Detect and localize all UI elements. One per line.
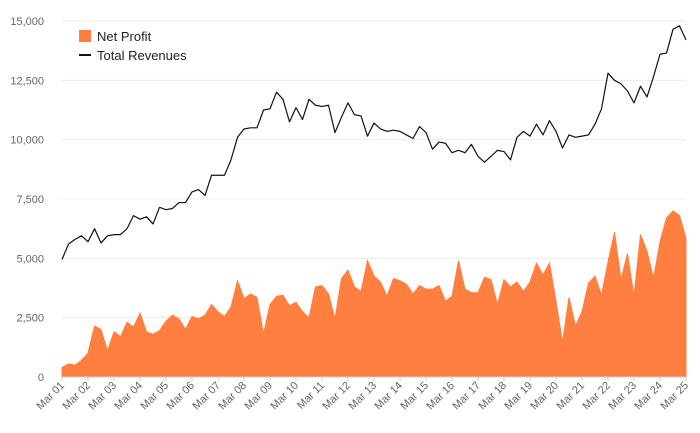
y-tick-label: 15,000: [10, 16, 44, 28]
net-profit-area: [61, 210, 687, 378]
y-tick-label: 12,500: [10, 75, 44, 87]
x-tick-label: Mar 14: [372, 380, 405, 413]
net-profit-swatch: [79, 30, 91, 42]
y-tick-label: 0: [38, 372, 44, 384]
y-tick-label: 7,500: [16, 194, 44, 206]
x-tick-label: Mar 19: [502, 380, 535, 413]
y-tick-label: 5,000: [16, 253, 44, 265]
x-tick-label: Mar 05: [138, 380, 171, 413]
y-tick-label: 2,500: [16, 313, 44, 325]
x-tick-label: Mar 25: [658, 380, 691, 413]
legend-item-net-profit: Net Profit: [79, 29, 152, 44]
total-revenues-line: [61, 25, 687, 260]
x-tick-label: Mar 24: [632, 380, 665, 413]
x-tick-label: Mar 06: [164, 380, 197, 413]
x-tick-label: Mar 04: [112, 380, 145, 413]
legend-item-total-revenues: Total Revenues: [79, 48, 187, 63]
x-tick-label: Mar 22: [580, 380, 613, 413]
x-tick-label: Mar 12: [320, 380, 353, 413]
y-axis: 0 2,500 5,000 7,500 10,000 12,500 15,000: [10, 16, 44, 384]
x-tick-label: Mar 08: [216, 380, 249, 413]
x-tick-label: Mar 09: [242, 380, 275, 413]
gridlines: [62, 20, 686, 319]
legend-label-net-profit: Net Profit: [97, 29, 152, 44]
x-tick-label: Mar 18: [476, 380, 509, 413]
legend: Net Profit Total Revenues: [79, 29, 187, 63]
x-tick-label: Mar 13: [346, 380, 379, 413]
x-tick-label: Mar 07: [190, 380, 223, 413]
x-tick-label: Mar 01: [34, 380, 67, 413]
x-tick-label: Mar 03: [86, 380, 119, 413]
y-tick-label: 10,000: [10, 135, 44, 147]
total-revenues-line-layer: [61, 25, 687, 260]
x-tick-label: Mar 16: [424, 380, 457, 413]
x-tick-label: Mar 17: [450, 380, 483, 413]
x-tick-label: Mar 20: [528, 380, 561, 413]
x-tick-label: Mar 10: [268, 380, 301, 413]
x-tick-label: Mar 21: [554, 380, 587, 413]
x-tick-label: Mar 15: [398, 380, 431, 413]
net-profit-area-layer: [61, 210, 687, 378]
legend-label-total-revenues: Total Revenues: [97, 48, 187, 63]
x-tick-label: Mar 02: [60, 380, 93, 413]
x-tick-label: Mar 23: [606, 380, 639, 413]
